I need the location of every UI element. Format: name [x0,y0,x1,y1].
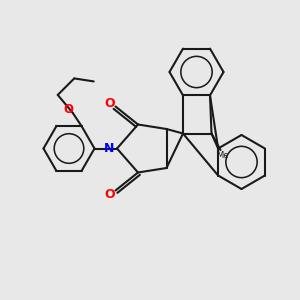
Text: N: N [104,142,115,155]
Text: Me: Me [216,152,228,160]
Text: O: O [105,97,116,110]
Text: O: O [105,188,116,202]
Text: O: O [63,103,73,116]
